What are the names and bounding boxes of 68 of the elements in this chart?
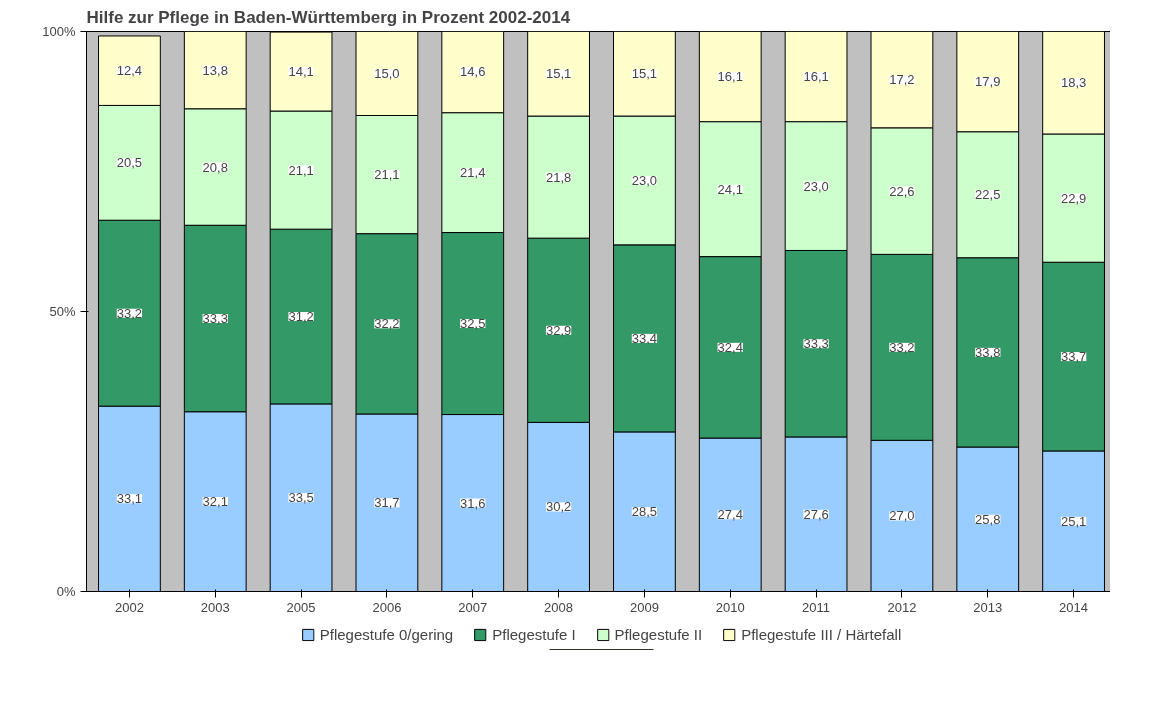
data-label: 31,6 [460, 495, 486, 511]
data-label: 18,3 [1060, 75, 1087, 91]
data-label: 16,1 [717, 69, 743, 85]
data-label: 23,0 [631, 172, 658, 188]
x-tick-label: 2010 [715, 599, 745, 615]
data-label: 23,0 [803, 178, 829, 194]
data-label: 33,4 [631, 330, 658, 346]
x-tick-label: 2008 [544, 599, 574, 615]
data-label: 22,9 [1060, 190, 1087, 206]
data-label: 20,8 [202, 159, 228, 175]
data-label: 13,8 [202, 62, 228, 78]
x-tick-label: 2003 [200, 599, 230, 615]
data-label: 27,0 [889, 508, 915, 524]
data-label: 21,8 [545, 169, 572, 185]
y-tick-label: 50% [49, 304, 76, 319]
data-label: 25,8 [975, 511, 1001, 527]
x-tick-label: 2011 [802, 599, 831, 615]
x-tick-label: 2014 [1059, 599, 1089, 615]
data-label: 17,2 [889, 72, 915, 88]
data-label: 31,7 [374, 495, 400, 511]
x-tick-label: 2009 [629, 599, 659, 615]
data-label: 15,1 [545, 66, 572, 82]
data-label: 33,8 [975, 344, 1001, 360]
x-tick-label: 2005 [286, 599, 316, 615]
data-label: 32,5 [460, 316, 486, 332]
data-label: 20,5 [116, 155, 143, 171]
legend-label: Pflegestufe 0/gering [319, 625, 454, 643]
chart-title: Hilfe zur Pflege in Baden-Württemberg in Prozent 2002-2014 [86, 7, 571, 27]
x-tick-label: 2007 [458, 599, 488, 615]
data-label: 15,1 [631, 66, 658, 82]
legend-label: Pflegestufe III / Härtefall [741, 625, 902, 643]
data-label: 32,4 [717, 339, 743, 355]
data-label: 33,5 [288, 490, 314, 506]
data-label: 33,3 [202, 311, 228, 326]
data-label: 27,6 [803, 506, 829, 522]
data-label: 25,1 [1060, 513, 1087, 529]
data-label: 33,3 [803, 336, 829, 352]
data-label: 14,6 [460, 64, 486, 80]
x-tick-label: 2006 [372, 599, 402, 615]
data-label: 33,2 [889, 339, 915, 355]
data-label: 28,5 [631, 504, 658, 520]
data-label: 30,2 [545, 499, 572, 515]
data-label: 22,6 [889, 183, 915, 199]
data-label: 27,4 [717, 507, 743, 523]
data-label: 33,2 [116, 305, 143, 321]
data-label: 21,1 [288, 162, 314, 178]
data-label: 15,0 [374, 66, 400, 81]
data-label: 21,1 [374, 167, 400, 183]
legend-label: Pflegestufe II [614, 625, 703, 643]
x-tick-label: 2012 [887, 599, 917, 615]
data-label: 31,2 [288, 309, 314, 325]
data-label: 32,9 [545, 322, 572, 338]
data-label: 21,4 [460, 165, 486, 181]
x-tick-label: 2002 [114, 599, 144, 615]
data-label: 32,1 [202, 494, 228, 510]
data-label: 33,7 [1060, 349, 1087, 365]
data-label: 16,1 [803, 69, 829, 85]
y-tick-label: 0% [56, 584, 76, 599]
x-tick-label: 2013 [973, 599, 1003, 615]
data-label: 17,9 [975, 74, 1001, 90]
data-label: 22,5 [975, 187, 1001, 203]
legend-label: Pflegestufe I [492, 625, 576, 643]
data-label: 32,2 [374, 316, 400, 332]
data-label: 14,1 [288, 64, 314, 80]
data-label: 12,4 [116, 63, 143, 79]
data-label: 24,1 [717, 181, 743, 197]
y-tick-label: 100% [42, 24, 76, 39]
data-label: 33,1 [116, 491, 143, 507]
